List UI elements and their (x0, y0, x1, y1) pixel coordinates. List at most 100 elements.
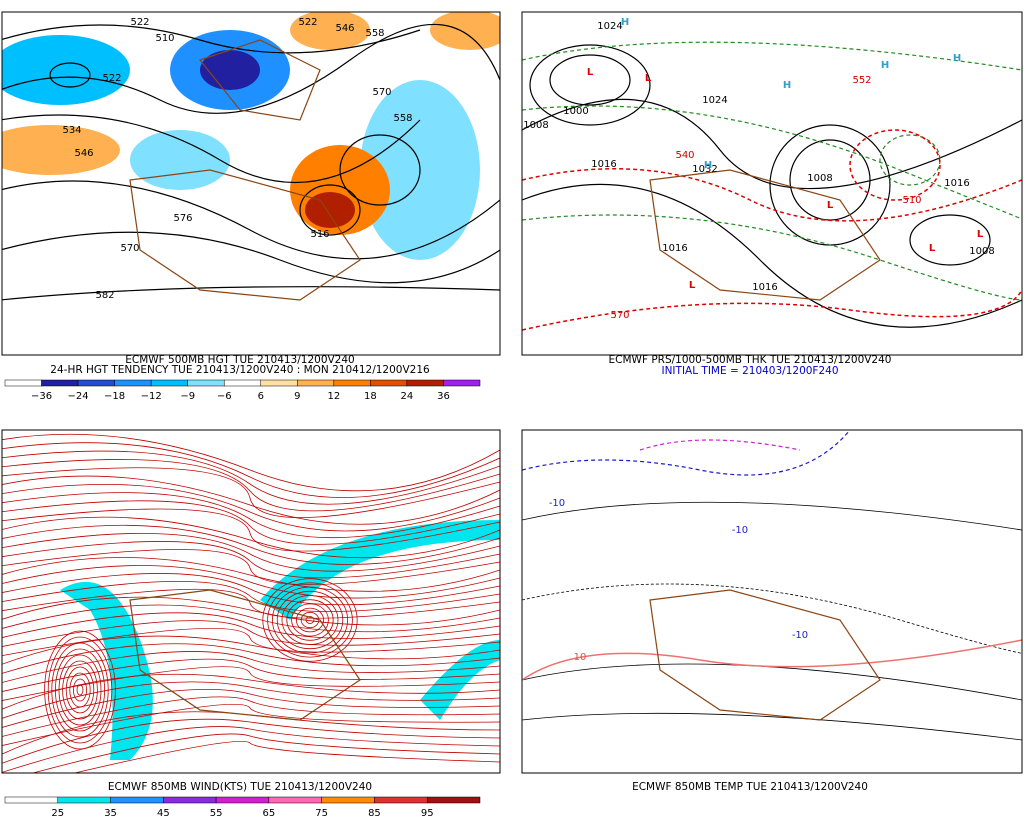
streamline (2, 565, 500, 599)
pressure-center: H (881, 60, 889, 71)
colorbar-label: 65 (263, 808, 276, 819)
pressure-center: H (783, 80, 791, 91)
pressure-center: L (929, 243, 936, 254)
colorbar-swatch (110, 796, 164, 804)
contour-label: -10 (549, 498, 565, 509)
contour-label: -10 (732, 525, 748, 536)
streamline (2, 604, 500, 633)
caption: ECMWF 500MB HGT TUE 210413/1200V240 (125, 354, 354, 366)
streamline (2, 524, 500, 565)
streamline (2, 483, 500, 532)
contour-label: 570 (120, 243, 139, 254)
contour-label: 1008 (807, 173, 832, 184)
streamline (2, 620, 500, 648)
streamline (2, 726, 500, 773)
colorbar-swatch (41, 379, 79, 387)
streamline (2, 588, 500, 619)
colorbar-label: 25 (51, 808, 64, 819)
contour-label: 1016 (662, 243, 687, 254)
streamline (2, 500, 500, 545)
streamline (2, 549, 500, 586)
streamline (2, 681, 500, 719)
colorbar-label: 55 (210, 808, 223, 819)
contour-label: 522 (130, 17, 149, 28)
colorbar-label: 18 (364, 391, 377, 402)
streamline (262, 578, 358, 662)
colorbar-label: 36 (437, 391, 450, 402)
colorbar-label: 95 (421, 808, 434, 819)
contour-label: 1032 (692, 164, 717, 175)
map-frame (521, 11, 1023, 356)
caption: 24-HR HGT TENDENCY TUE 210413/1200V240 :… (50, 364, 430, 376)
contour-label: 1024 (597, 21, 622, 32)
caption: INITIAL TIME = 210403/1200F240 (661, 365, 838, 377)
pressure-center: L (645, 73, 652, 84)
colorbar-swatch (426, 796, 481, 804)
streamline (2, 467, 500, 518)
streamline (51, 642, 109, 738)
streamline (65, 666, 95, 714)
streamline (2, 557, 500, 592)
streamline (276, 590, 344, 650)
streamline (286, 599, 334, 641)
streamline (2, 532, 500, 572)
streamline (271, 586, 348, 654)
caption: ECMWF 850MB TEMP TUE 210413/1200V240 (632, 781, 868, 793)
colorbar-swatch (333, 379, 371, 387)
colorbar-swatch (223, 379, 262, 387)
contour-label: 516 (310, 229, 329, 240)
contour-label: 510 (155, 33, 174, 44)
contour-label: 522 (102, 73, 121, 84)
map-pressure (522, 41, 1022, 331)
colorbar-label: 85 (368, 808, 381, 819)
caption: ECMWF PRS/1000-500MB THK TUE 210413/1200… (609, 354, 892, 366)
streamline (2, 703, 500, 746)
streamline (55, 648, 106, 732)
streamline (73, 740, 500, 773)
contour-label: 576 (173, 213, 192, 224)
colorbar-label: −12 (141, 391, 162, 402)
streamline (76, 684, 84, 696)
colorbar-swatch (297, 379, 335, 387)
streamline (62, 660, 98, 720)
contour-label: 552 (852, 75, 871, 86)
colorbar-label: 24 (401, 391, 414, 402)
colorbar-label: 75 (315, 808, 328, 819)
pressure-center: H (704, 160, 712, 171)
caption: ECMWF 850MB WIND(KTS) TUE 210413/1200V24… (108, 781, 372, 793)
colorbar-swatch (77, 379, 115, 387)
streamline (2, 475, 500, 525)
colorbar-swatch (321, 796, 375, 804)
streamline (2, 612, 500, 639)
streamline (305, 616, 315, 624)
colorbar-swatch (370, 379, 408, 387)
colorbar-label: −36 (31, 391, 52, 402)
colorbar-label: 35 (104, 808, 117, 819)
streamline (44, 630, 116, 750)
streamline (2, 508, 500, 552)
colorbar-swatch (268, 796, 322, 804)
contour-label: 546 (335, 23, 354, 34)
streamline (2, 442, 500, 498)
streamline (2, 541, 500, 579)
colorbar-label: −18 (104, 391, 125, 402)
colorbar-swatch (4, 379, 42, 387)
contour-label: 570 (372, 87, 391, 98)
contour-label: 546 (74, 148, 93, 159)
streamline (2, 651, 500, 683)
contour-label: 558 (365, 28, 384, 39)
colorbar-swatch (406, 379, 444, 387)
streamline (281, 595, 339, 645)
streamline (2, 658, 500, 692)
colorbar-swatch (57, 796, 111, 804)
contour-label: 1016 (752, 282, 777, 293)
streamline (31, 733, 500, 773)
streamline (291, 603, 329, 637)
colorbar-swatch (4, 796, 59, 804)
map-temp (522, 430, 1022, 741)
contour-label: 10 (574, 652, 587, 663)
pressure-center: L (587, 67, 594, 78)
pressure-center: H (621, 17, 629, 28)
